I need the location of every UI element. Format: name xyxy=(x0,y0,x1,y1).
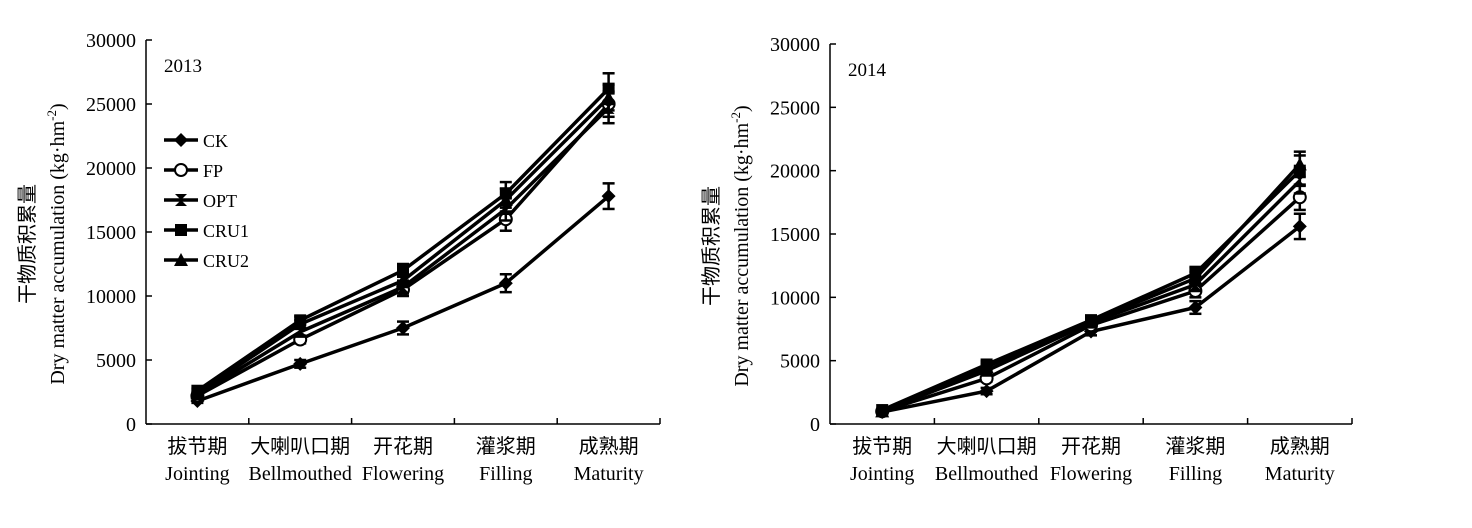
data-point-CRU2 xyxy=(396,273,410,287)
x-category-label-cn: 成熟期 xyxy=(1270,435,1330,458)
y-tick-label: 15000 xyxy=(86,222,136,244)
y-axis-title-close: ) xyxy=(731,105,753,112)
y-tick-label: 30000 xyxy=(86,30,136,52)
data-point-CRU2 xyxy=(979,360,994,373)
x-category-label-cn: 拔节期 xyxy=(852,435,912,458)
legend-label: CRU1 xyxy=(203,221,249,241)
x-category-label-en: Filling xyxy=(479,463,532,485)
y-tick-label: 20000 xyxy=(86,158,136,180)
panel-title: 2014 xyxy=(848,60,887,81)
series-FP xyxy=(875,183,1307,419)
series-line-CK xyxy=(196,194,610,403)
data-point-CK xyxy=(979,384,994,399)
data-point-CRU2 xyxy=(601,90,616,104)
x-category-label-cn: 拔节期 xyxy=(167,435,227,458)
series-line-OPT xyxy=(881,179,1302,413)
legend-label: CK xyxy=(203,131,228,151)
data-point-CRU2 xyxy=(875,404,890,418)
data-point-CK xyxy=(601,189,616,204)
data-point-CRU2 xyxy=(1084,314,1098,328)
y-axis-title-text: Dry matter accumulation (kg·hm xyxy=(47,120,69,384)
series-OPT xyxy=(876,166,1306,417)
series-CRU2 xyxy=(875,150,1307,418)
x-category-label-cn: 大喇叭口期 xyxy=(937,435,1037,458)
x-category-label-cn: 开花期 xyxy=(1061,435,1121,458)
series-CRU2 xyxy=(190,83,616,400)
data-point-CK xyxy=(1292,219,1307,234)
legend: CK FP OPT CRU1 CRU2 xyxy=(164,131,249,271)
data-point-CK xyxy=(1188,300,1203,315)
x-category-label-cn: 灌浆期 xyxy=(1165,435,1225,458)
chart-panel-2013: 0 5000 10000 15000 20000 25000 30000 拔节期 Jointin… xyxy=(16,30,661,485)
series-line-CRU1 xyxy=(196,87,610,393)
data-point-CK xyxy=(498,276,513,291)
y-tick-label: 15000 xyxy=(770,224,820,246)
legend-item-CRU2: CRU2 xyxy=(164,251,249,271)
panel-title: 2013 xyxy=(164,56,202,77)
x-category-label-en: Bellmouthed xyxy=(249,463,352,485)
y-axis-title-en: Dry matter accumulation (kg·hm-2) xyxy=(44,103,69,384)
chart-panel-2014: 0 5000 10000 15000 20000 25000 30000 拔节期 Jointin… xyxy=(700,34,1353,485)
series-line-CRU2 xyxy=(881,163,1302,413)
series-CRU1 xyxy=(876,154,1306,417)
x-category-label-en: Bellmouthed xyxy=(935,463,1038,485)
y-tick-label: 25000 xyxy=(770,97,820,119)
y-tick-label: 30000 xyxy=(770,34,820,56)
y-tick-label: 20000 xyxy=(770,161,820,183)
legend-marker xyxy=(174,133,188,147)
y-tick-label: 5000 xyxy=(780,351,820,373)
x-category-label-cn: 大喇叭口期 xyxy=(250,435,350,458)
x-category-label-cn: 成熟期 xyxy=(579,435,639,458)
x-category-label-cn: 灌浆期 xyxy=(476,435,536,458)
data-point-CRU2 xyxy=(1188,271,1203,285)
y-axis-title-text: Dry matter accumulation (kg·hm xyxy=(731,122,753,386)
y-axis-title-cn: 干物质积累量 xyxy=(16,184,39,304)
legend-label: CRU2 xyxy=(203,251,249,271)
x-category-label-en: Maturity xyxy=(1265,463,1335,485)
legend-item-CRU1: CRU1 xyxy=(164,221,249,241)
data-point-CRU2 xyxy=(1292,157,1307,171)
legend-marker xyxy=(174,253,188,266)
data-point-CRU2 xyxy=(498,193,513,206)
y-axis-title-close: ) xyxy=(47,103,69,110)
legend-marker xyxy=(175,194,187,206)
series-line-FP xyxy=(881,195,1301,414)
y-tick-label: 0 xyxy=(810,414,820,436)
x-category-label-cn: 开花期 xyxy=(373,435,433,458)
legend-marker xyxy=(174,163,188,177)
y-axis-title-sup: -2 xyxy=(728,112,743,123)
data-point-CK xyxy=(293,356,308,371)
legend-label: OPT xyxy=(203,191,237,211)
series-line-CRU1 xyxy=(881,169,1302,412)
y-tick-label: 25000 xyxy=(86,94,136,116)
y-tick-label: 10000 xyxy=(86,286,136,308)
legend-item-FP: FP xyxy=(164,161,223,181)
legend-marker xyxy=(175,224,187,236)
x-category-label-en: Maturity xyxy=(574,463,644,485)
y-tick-label: 10000 xyxy=(770,287,820,309)
x-category-label-en: Jointing xyxy=(165,463,229,485)
y-axis-title-cn: 干物质积累量 xyxy=(700,186,723,306)
y-tick-label: 0 xyxy=(126,414,136,436)
data-point-CRU2 xyxy=(293,317,308,331)
y-axis-title: 干物质积累量 Dry matter accumulation (kg·hm-2) xyxy=(16,103,69,384)
series-CRU1 xyxy=(191,72,615,397)
y-tick-label: 5000 xyxy=(96,350,136,372)
data-point-CK xyxy=(396,321,410,335)
y-axis-title: 干物质积累量 Dry matter accumulation (kg·hm-2) xyxy=(700,105,753,386)
legend-label: FP xyxy=(203,161,223,181)
legend-item-OPT: OPT xyxy=(164,191,237,211)
x-category-label-en: Flowering xyxy=(1050,463,1132,485)
x-category-label-en: Jointing xyxy=(850,463,914,485)
y-axis-title-en: Dry matter accumulation (kg·hm-2) xyxy=(728,105,753,386)
x-category-label-en: Flowering xyxy=(362,463,444,485)
legend-item-CK: CK xyxy=(164,131,228,151)
data-point-CRU2 xyxy=(190,386,205,400)
x-category-label-en: Filling xyxy=(1169,463,1222,485)
y-axis-title-sup: -2 xyxy=(44,110,59,121)
